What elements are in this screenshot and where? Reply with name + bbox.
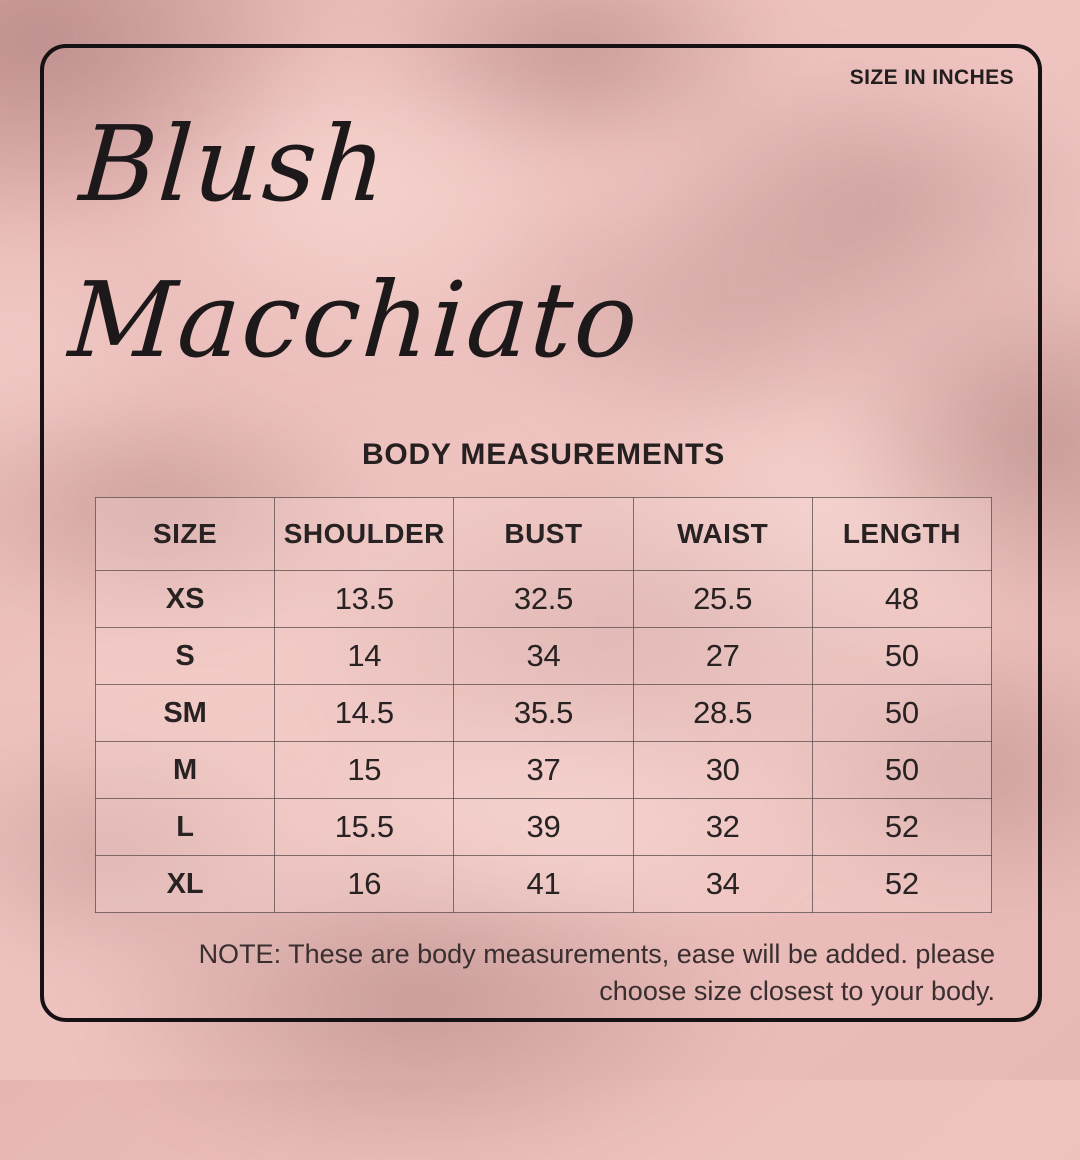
measurement-cell: 28.5 [632,684,813,742]
table-row: S 14 34 27 50 [94,627,993,685]
measurement-cell: 35.5 [453,684,634,742]
header-row: SIZE SHOULDER BUST WAIST LENGTH [94,497,993,571]
measurement-cell: 14.5 [274,684,455,742]
section-heading: BODY MEASUREMENTS [361,438,726,471]
size-cell: XS [94,570,276,628]
column-header-bust: BUST [453,497,634,571]
measurement-cell: 52 [811,855,993,913]
size-cell: SM [94,684,276,742]
column-header-shoulder: SHOULDER [274,497,455,571]
size-cell: S [94,627,276,685]
note-line2: choose size closest to your body. [599,976,995,1007]
measurement-cell: 39 [453,798,634,856]
column-header-waist: WAIST [632,497,813,571]
measurement-cell: 32 [632,798,813,856]
size-chart-table: SIZE SHOULDER BUST WAIST LENGTH XS 13.5 … [94,497,993,913]
measurement-cell: 41 [453,855,634,913]
table-row: L 15.5 39 32 52 [94,798,993,856]
product-title-line2: Macchiato [65,259,644,381]
size-cell: XL [94,855,276,913]
measurement-cell: 50 [811,684,993,742]
measurement-cell: 34 [453,627,634,685]
table-row: M 15 37 30 50 [94,741,993,799]
table-row: XS 13.5 32.5 25.5 48 [94,570,993,628]
column-header-size: SIZE [94,497,276,571]
measurement-cell: 15 [274,741,455,799]
measurement-cell: 32.5 [453,570,634,628]
size-chart-body: XS 13.5 32.5 25.5 48 S 14 34 27 50 SM 14… [94,570,993,913]
product-title: Blush Macchiato [64,86,655,398]
measurement-note: NOTE: These are body measurements, ease … [195,936,995,1011]
measurement-cell: 25.5 [632,570,813,628]
border-frame [40,44,1042,1022]
measurement-cell: 37 [453,741,634,799]
size-chart-header: SIZE SHOULDER BUST WAIST LENGTH [94,497,993,571]
measurement-cell: 50 [811,741,993,799]
measurement-cell: 16 [274,855,455,913]
product-title-line1: Blush [76,103,392,225]
table-row: SM 14.5 35.5 28.5 50 [94,684,993,742]
measurement-cell: 52 [811,798,993,856]
measurement-cell: 48 [811,570,993,628]
size-cell: M [94,741,276,799]
measurement-cell: 14 [274,627,455,685]
size-units-label: SIZE IN INCHES [849,66,1014,89]
measurement-cell: 27 [632,627,813,685]
size-cell: L [94,798,276,856]
column-header-length: LENGTH [811,497,993,571]
measurement-cell: 15.5 [274,798,455,856]
note-line1: NOTE: These are body measurements, ease … [198,939,995,969]
measurement-cell: 50 [811,627,993,685]
table-row: XL 16 41 34 52 [94,855,993,913]
measurement-cell: 13.5 [274,570,455,628]
measurement-cell: 34 [632,855,813,913]
measurement-cell: 30 [632,741,813,799]
